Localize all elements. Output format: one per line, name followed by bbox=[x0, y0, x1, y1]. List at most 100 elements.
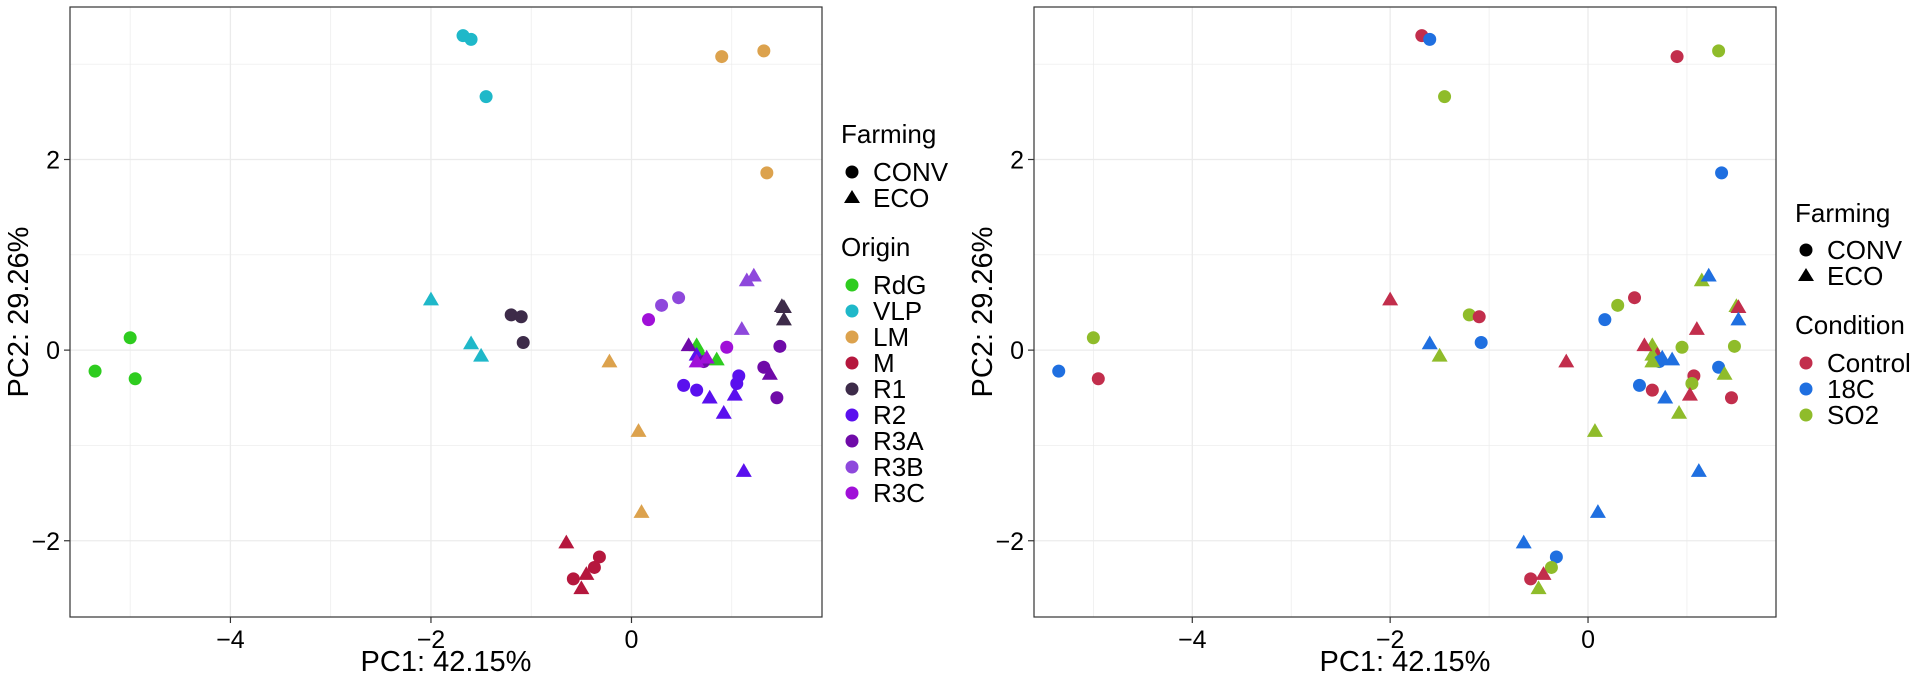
scatter-point-circle bbox=[1423, 32, 1437, 46]
scatter-point-triangle bbox=[1730, 311, 1747, 326]
y-tick-label: 0 bbox=[1010, 337, 1024, 365]
scatter-point-circle bbox=[1675, 340, 1689, 354]
x-tick-label: −4 bbox=[1178, 626, 1207, 654]
scatter-point-triangle bbox=[578, 566, 595, 580]
legend-label: RdG bbox=[873, 270, 926, 300]
legend-condition-title: Condition bbox=[1795, 310, 1905, 340]
scatter-point-circle bbox=[504, 308, 518, 322]
legend-label: R3C bbox=[873, 478, 925, 508]
panel-border bbox=[69, 6, 823, 618]
pca-plot-by-condition: −4 −2 0 −2 0 2 PC1: 42.15% PC2: 29.26% bbox=[967, 6, 1777, 678]
scatter-point-triangle bbox=[463, 335, 480, 350]
scatter-point-triangle bbox=[1657, 389, 1674, 404]
legend-label: 18C bbox=[1827, 374, 1875, 404]
scatter-point-triangle bbox=[1693, 272, 1710, 287]
scatter-point-triangle bbox=[601, 353, 618, 368]
scatter-point-triangle bbox=[1431, 347, 1448, 362]
x-axis-title: PC1: 42.15% bbox=[361, 646, 532, 678]
legend-swatch-r1 bbox=[845, 382, 859, 396]
scatter-point-triangle bbox=[1730, 299, 1747, 313]
scatter-point-triangle bbox=[473, 347, 490, 362]
scatter-point-circle bbox=[514, 310, 528, 324]
legend-farming-title: Farming bbox=[1795, 198, 1890, 228]
scatter-point-circle bbox=[757, 360, 771, 374]
scatter-point-circle bbox=[123, 331, 137, 345]
scatter-point-circle bbox=[1549, 550, 1563, 564]
scatter-point-circle bbox=[516, 336, 530, 349]
scatter-point-circle bbox=[1724, 391, 1738, 405]
legend-label: Control bbox=[1827, 348, 1911, 378]
scatter-point-triangle bbox=[735, 463, 752, 477]
circle-shape-key bbox=[1799, 243, 1813, 257]
x-tick-label: −2 bbox=[417, 626, 446, 654]
scatter-point-triangle bbox=[1589, 504, 1606, 518]
scatter-point-triangle bbox=[1690, 463, 1707, 477]
scatter-point-triangle bbox=[738, 272, 755, 287]
legend-label: VLP bbox=[873, 296, 922, 326]
scatter-point-circle bbox=[672, 291, 686, 305]
y-axis-ticks: −2 0 2 bbox=[31, 147, 70, 556]
legend-label: SO2 bbox=[1827, 400, 1879, 430]
legend-origin-title: Origin bbox=[841, 232, 910, 262]
scatter-point-circle bbox=[720, 340, 734, 354]
scatter-point-circle bbox=[770, 391, 784, 405]
y-axis-title: PC2: 29.26% bbox=[967, 227, 999, 398]
legend-swatch-r3a bbox=[845, 434, 859, 448]
legend-label: R3A bbox=[873, 426, 924, 456]
x-tick-label: 0 bbox=[1581, 626, 1595, 654]
legend-label: R1 bbox=[873, 374, 906, 404]
scatter-point-circle bbox=[1474, 336, 1488, 349]
scatter-point-triangle bbox=[701, 389, 718, 404]
scatter-point-circle bbox=[1645, 383, 1659, 397]
scatter-point-circle bbox=[1472, 310, 1486, 324]
legend-swatch-r2 bbox=[845, 408, 859, 422]
triangle-shape-key bbox=[1798, 268, 1814, 281]
scatter-point-circle bbox=[566, 572, 580, 586]
scatter-point-circle bbox=[757, 44, 771, 58]
scatter-point-circle bbox=[730, 376, 744, 390]
scatter-point-triangle bbox=[1421, 335, 1438, 350]
legend-swatch-m bbox=[845, 356, 859, 370]
scatter-point-circle bbox=[655, 298, 669, 312]
scatter-point-triangle bbox=[733, 321, 750, 335]
scatter-point-circle bbox=[1462, 308, 1476, 322]
x-tick-label: −2 bbox=[1376, 626, 1405, 654]
scatter-point-triangle bbox=[1636, 337, 1653, 352]
legend-swatch-r3b bbox=[845, 460, 859, 474]
legend-label: R3B bbox=[873, 452, 924, 482]
scatter-point-circle bbox=[1086, 331, 1100, 345]
legend-swatch-rdg bbox=[845, 278, 859, 292]
triangle-shape-key bbox=[844, 190, 860, 203]
scatter-point-triangle bbox=[1382, 291, 1399, 306]
legend-label: ECO bbox=[1827, 261, 1883, 291]
scatter-point-triangle bbox=[761, 365, 778, 380]
grid-lines bbox=[1034, 7, 1776, 617]
scatter-point-triangle bbox=[1700, 267, 1717, 282]
data-points bbox=[1052, 29, 1747, 595]
scatter-point-circle bbox=[690, 383, 704, 397]
scatter-point-circle bbox=[1670, 50, 1684, 64]
scatter-point-triangle bbox=[715, 405, 732, 419]
legend-swatch-18c bbox=[1799, 382, 1813, 396]
x-tick-label: 0 bbox=[625, 626, 639, 654]
scatter-point-circle bbox=[1524, 572, 1538, 586]
scatter-point-circle bbox=[1712, 44, 1726, 58]
scatter-point-triangle bbox=[558, 534, 575, 549]
scatter-point-triangle bbox=[1688, 321, 1705, 335]
scatter-point-triangle bbox=[745, 267, 762, 282]
scatter-point-triangle bbox=[630, 423, 647, 437]
x-tick-label: −4 bbox=[216, 626, 245, 654]
circle-shape-key bbox=[845, 165, 859, 179]
scatter-point-circle bbox=[773, 339, 787, 353]
legend-label: CONV bbox=[873, 157, 949, 187]
scatter-point-triangle bbox=[775, 311, 792, 326]
scatter-point-circle bbox=[1715, 166, 1729, 180]
scatter-point-triangle bbox=[1535, 566, 1552, 580]
scatter-point-circle bbox=[1632, 378, 1646, 392]
y-tick-label: −2 bbox=[31, 528, 60, 556]
legend-swatch-r3c bbox=[845, 486, 859, 500]
panel-border bbox=[1033, 6, 1777, 618]
scatter-point-triangle bbox=[573, 580, 590, 595]
x-axis-ticks: −4 −2 0 bbox=[1178, 617, 1595, 654]
